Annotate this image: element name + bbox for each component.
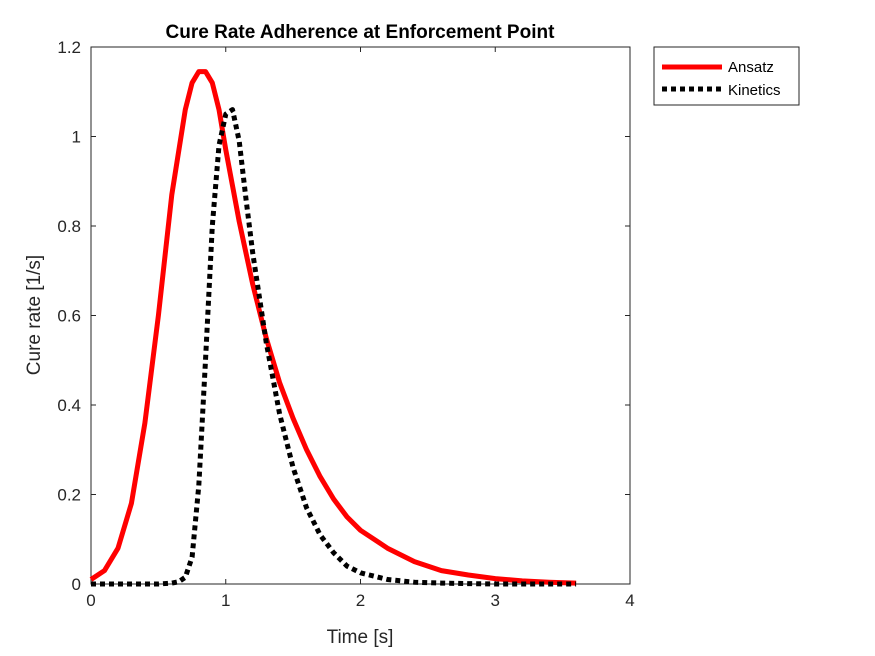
y-tick-label: 0	[72, 575, 81, 594]
y-tick-label: 1.2	[57, 38, 81, 57]
series-layer	[89, 69, 577, 587]
legend-box	[653, 46, 800, 106]
legend: Ansatz Kinetics	[653, 46, 800, 106]
x-tick-label: 2	[356, 591, 365, 610]
axes-box	[90, 46, 631, 585]
y-tick-label: 1	[72, 128, 81, 147]
plot-area: 0 1 2 3 4 0 0.2 0.4 0.6 0.8 1 1.2	[57, 38, 634, 610]
y-tick-label: 0.4	[57, 396, 81, 415]
x-tick-label: 3	[491, 591, 500, 610]
x-tick-label: 4	[625, 591, 634, 610]
axis-ticks: 0 1 2 3 4 0 0.2 0.4 0.6 0.8 1 1.2	[57, 38, 634, 610]
y-tick-label: 0.8	[57, 217, 81, 236]
series-line-kinetics	[91, 107, 577, 587]
x-tick-label: 1	[221, 591, 230, 610]
series-line-ansatz	[89, 69, 577, 586]
chart-title: Cure Rate Adherence at Enforcement Point	[166, 22, 556, 43]
y-tick-label: 0.6	[57, 307, 81, 326]
legend-label-kinetics: Kinetics	[728, 82, 781, 99]
y-tick-label: 0.2	[57, 486, 81, 505]
y-axis-label: Cure rate [1/s]	[24, 255, 45, 375]
x-tick-label: 0	[86, 591, 95, 610]
x-axis-label: Time [s]	[327, 627, 394, 648]
legend-label-ansatz: Ansatz	[728, 59, 774, 76]
